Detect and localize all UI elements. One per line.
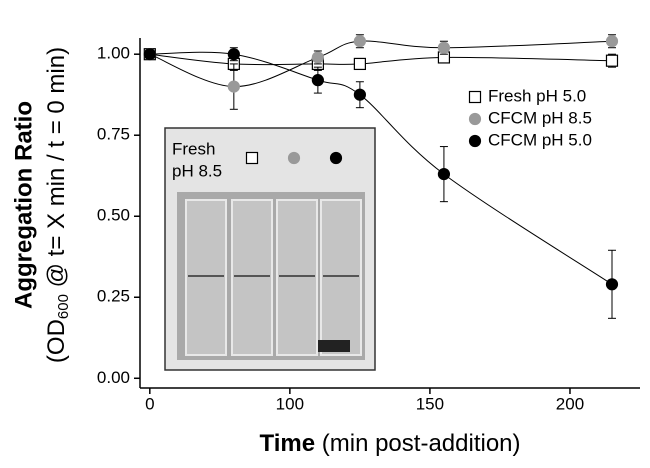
y-label-part: @ t= X min / t = 0 min) xyxy=(43,47,70,294)
trend-line xyxy=(149,53,612,66)
plot: 0.00 0.25 0.50 0.75 1.00 0 100 150 200 Fresh pH 5… xyxy=(97,34,640,413)
legend-marker xyxy=(468,112,482,126)
cuvettes xyxy=(185,199,362,356)
legend-marker xyxy=(468,134,482,148)
x-label-rest: (min post-addition) xyxy=(322,430,521,457)
y-tick-label: 0.25 xyxy=(97,287,130,306)
inset-marker xyxy=(287,151,301,165)
x-tick-label: 0 xyxy=(145,394,154,413)
legend-marker xyxy=(468,90,482,104)
y-tick-label: 1.00 xyxy=(97,44,130,63)
point xyxy=(143,48,156,61)
y-label-part: (OD xyxy=(43,319,70,363)
y-label-sub: 600 xyxy=(55,294,72,319)
point xyxy=(311,74,324,87)
inset-marker xyxy=(245,151,259,165)
y-tick-label: 0.00 xyxy=(97,368,130,387)
point xyxy=(605,278,619,291)
x-axis-title: Time (min post-addition) xyxy=(259,430,520,457)
point xyxy=(437,168,451,181)
legend-label: Fresh pH 5.0 xyxy=(488,86,586,105)
inset-label: pH 8.5 xyxy=(172,161,222,180)
point xyxy=(353,35,366,48)
point xyxy=(605,35,619,48)
x-tick-label: 200 xyxy=(556,394,584,413)
x-tick-label: 100 xyxy=(276,394,304,413)
legend-label: CFCM pH 8.5 xyxy=(488,108,592,127)
x-tick-label: 150 xyxy=(416,394,444,413)
inset-marker xyxy=(329,151,343,165)
point xyxy=(353,57,366,71)
point xyxy=(605,54,619,67)
y-axis-subtitle: (OD600 @ t= X min / t = 0 min) xyxy=(43,47,72,363)
point xyxy=(311,51,324,64)
point xyxy=(353,88,366,101)
point xyxy=(437,41,451,54)
trend-line xyxy=(149,40,613,88)
point xyxy=(227,48,240,61)
x-label-main: Time xyxy=(259,430,315,457)
legend-label: CFCM pH 5.0 xyxy=(488,130,592,149)
y-axis-title: Aggregation Ratio xyxy=(10,101,37,309)
inset: Fresh pH 8.5 xyxy=(164,127,376,371)
point xyxy=(227,80,240,93)
y-tick-label: 0.75 xyxy=(97,125,130,144)
y-tick-label: 0.50 xyxy=(97,206,130,225)
inset-label: Fresh xyxy=(172,139,215,158)
sediment xyxy=(318,340,350,352)
